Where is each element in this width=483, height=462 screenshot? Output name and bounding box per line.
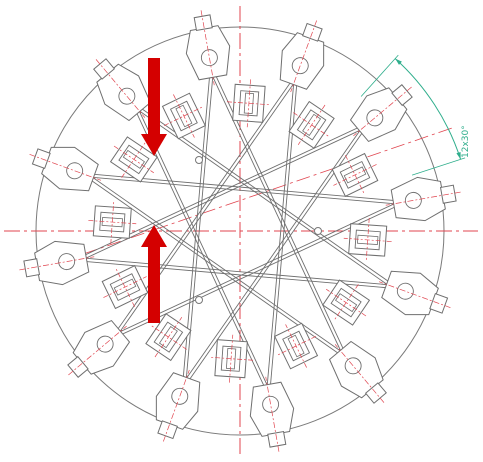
tie-rod-line bbox=[134, 107, 393, 289]
housing-body bbox=[328, 340, 384, 399]
fixture-housing bbox=[29, 146, 102, 192]
clamp-block bbox=[161, 92, 206, 140]
clamp-block bbox=[145, 313, 192, 362]
clamp-block bbox=[226, 79, 271, 128]
fixture-housing bbox=[155, 369, 201, 442]
housing-centerline bbox=[385, 191, 461, 206]
clamp-block bbox=[274, 322, 319, 370]
fixture-assembly bbox=[279, 20, 335, 149]
housing-body bbox=[279, 32, 325, 90]
housing-centerline bbox=[95, 59, 146, 118]
housing-body bbox=[390, 176, 446, 222]
fixture-housing bbox=[249, 376, 295, 452]
hole bbox=[314, 227, 322, 235]
housing-centerline bbox=[163, 369, 190, 442]
force-arrows bbox=[141, 58, 167, 323]
dimension-arrow-end bbox=[456, 152, 461, 160]
tie-rod-line bbox=[182, 125, 364, 384]
fixture-assembly bbox=[29, 136, 158, 192]
angle-dimension: 12x30° bbox=[360, 54, 471, 176]
fixture-housing bbox=[328, 340, 387, 404]
clamp-centerline-v bbox=[343, 237, 392, 242]
arrow-down-head bbox=[141, 134, 167, 156]
fixture-assemblies bbox=[19, 10, 461, 452]
clamp-block bbox=[209, 334, 254, 383]
housing-centerline bbox=[200, 10, 215, 86]
tie-rod-line bbox=[87, 173, 346, 355]
housing-body bbox=[155, 372, 201, 430]
clamp-centerline-v bbox=[285, 324, 307, 368]
housing-body bbox=[185, 25, 231, 81]
fixture-housing bbox=[185, 10, 231, 86]
arrow-up bbox=[141, 225, 167, 323]
dimension-arc bbox=[394, 58, 462, 160]
clamp-block bbox=[288, 100, 335, 149]
extension-line-start bbox=[360, 54, 399, 97]
fixture-housing bbox=[279, 20, 325, 93]
clamp-block bbox=[88, 200, 137, 245]
housing-body bbox=[349, 87, 408, 143]
fixture-assembly bbox=[93, 58, 206, 140]
housing-centerline bbox=[68, 325, 127, 376]
clamp-block bbox=[322, 279, 371, 326]
fixture-assembly bbox=[67, 265, 149, 378]
fixture-housing bbox=[378, 270, 451, 316]
housing-body bbox=[381, 270, 439, 316]
hole bbox=[195, 156, 203, 164]
fixture-assembly bbox=[343, 176, 461, 262]
tie-rod-line bbox=[116, 78, 298, 337]
fixture-assembly bbox=[322, 270, 451, 326]
clamp-centerline-v bbox=[103, 276, 147, 298]
clamp-centerline-v bbox=[229, 334, 234, 383]
fixture-housing bbox=[67, 319, 131, 378]
housing-centerline bbox=[265, 376, 280, 452]
hole bbox=[195, 296, 203, 304]
housing-centerline bbox=[334, 344, 385, 403]
housing-centerline bbox=[378, 281, 451, 308]
dimension-label: 12x30° bbox=[461, 125, 471, 158]
fixture-assembly bbox=[209, 334, 295, 452]
fixture-assembly bbox=[331, 84, 413, 197]
fixture-housing bbox=[349, 84, 413, 143]
housing-body bbox=[34, 240, 90, 286]
dimension-arrow-start bbox=[395, 58, 402, 65]
arrow-down-shaft bbox=[148, 58, 160, 136]
clamp-block bbox=[109, 136, 158, 183]
housing-centerline bbox=[290, 20, 317, 93]
fixture-assembly bbox=[274, 322, 387, 404]
locating-holes bbox=[195, 156, 322, 304]
arrow-down bbox=[141, 58, 167, 156]
clamp-block bbox=[101, 265, 149, 310]
housing-body bbox=[72, 319, 131, 375]
clamp-block bbox=[343, 217, 392, 262]
fixture-housing bbox=[385, 176, 461, 222]
arrow-up-head bbox=[141, 225, 167, 247]
housing-body bbox=[249, 381, 295, 437]
fixture-assembly bbox=[145, 313, 201, 442]
fixture-assembly bbox=[185, 10, 271, 128]
housing-centerline bbox=[29, 154, 102, 181]
centerlines bbox=[4, 6, 478, 458]
fixture-housing bbox=[19, 240, 95, 286]
housing-centerline bbox=[19, 256, 95, 271]
clamp-centerline-v bbox=[88, 220, 137, 225]
housing-centerline bbox=[353, 86, 412, 137]
fixture-assembly bbox=[19, 200, 137, 286]
extension-line-end bbox=[411, 157, 466, 176]
clamp-block bbox=[331, 152, 379, 197]
housing-body bbox=[41, 146, 99, 192]
arrow-up-shaft bbox=[148, 245, 160, 323]
